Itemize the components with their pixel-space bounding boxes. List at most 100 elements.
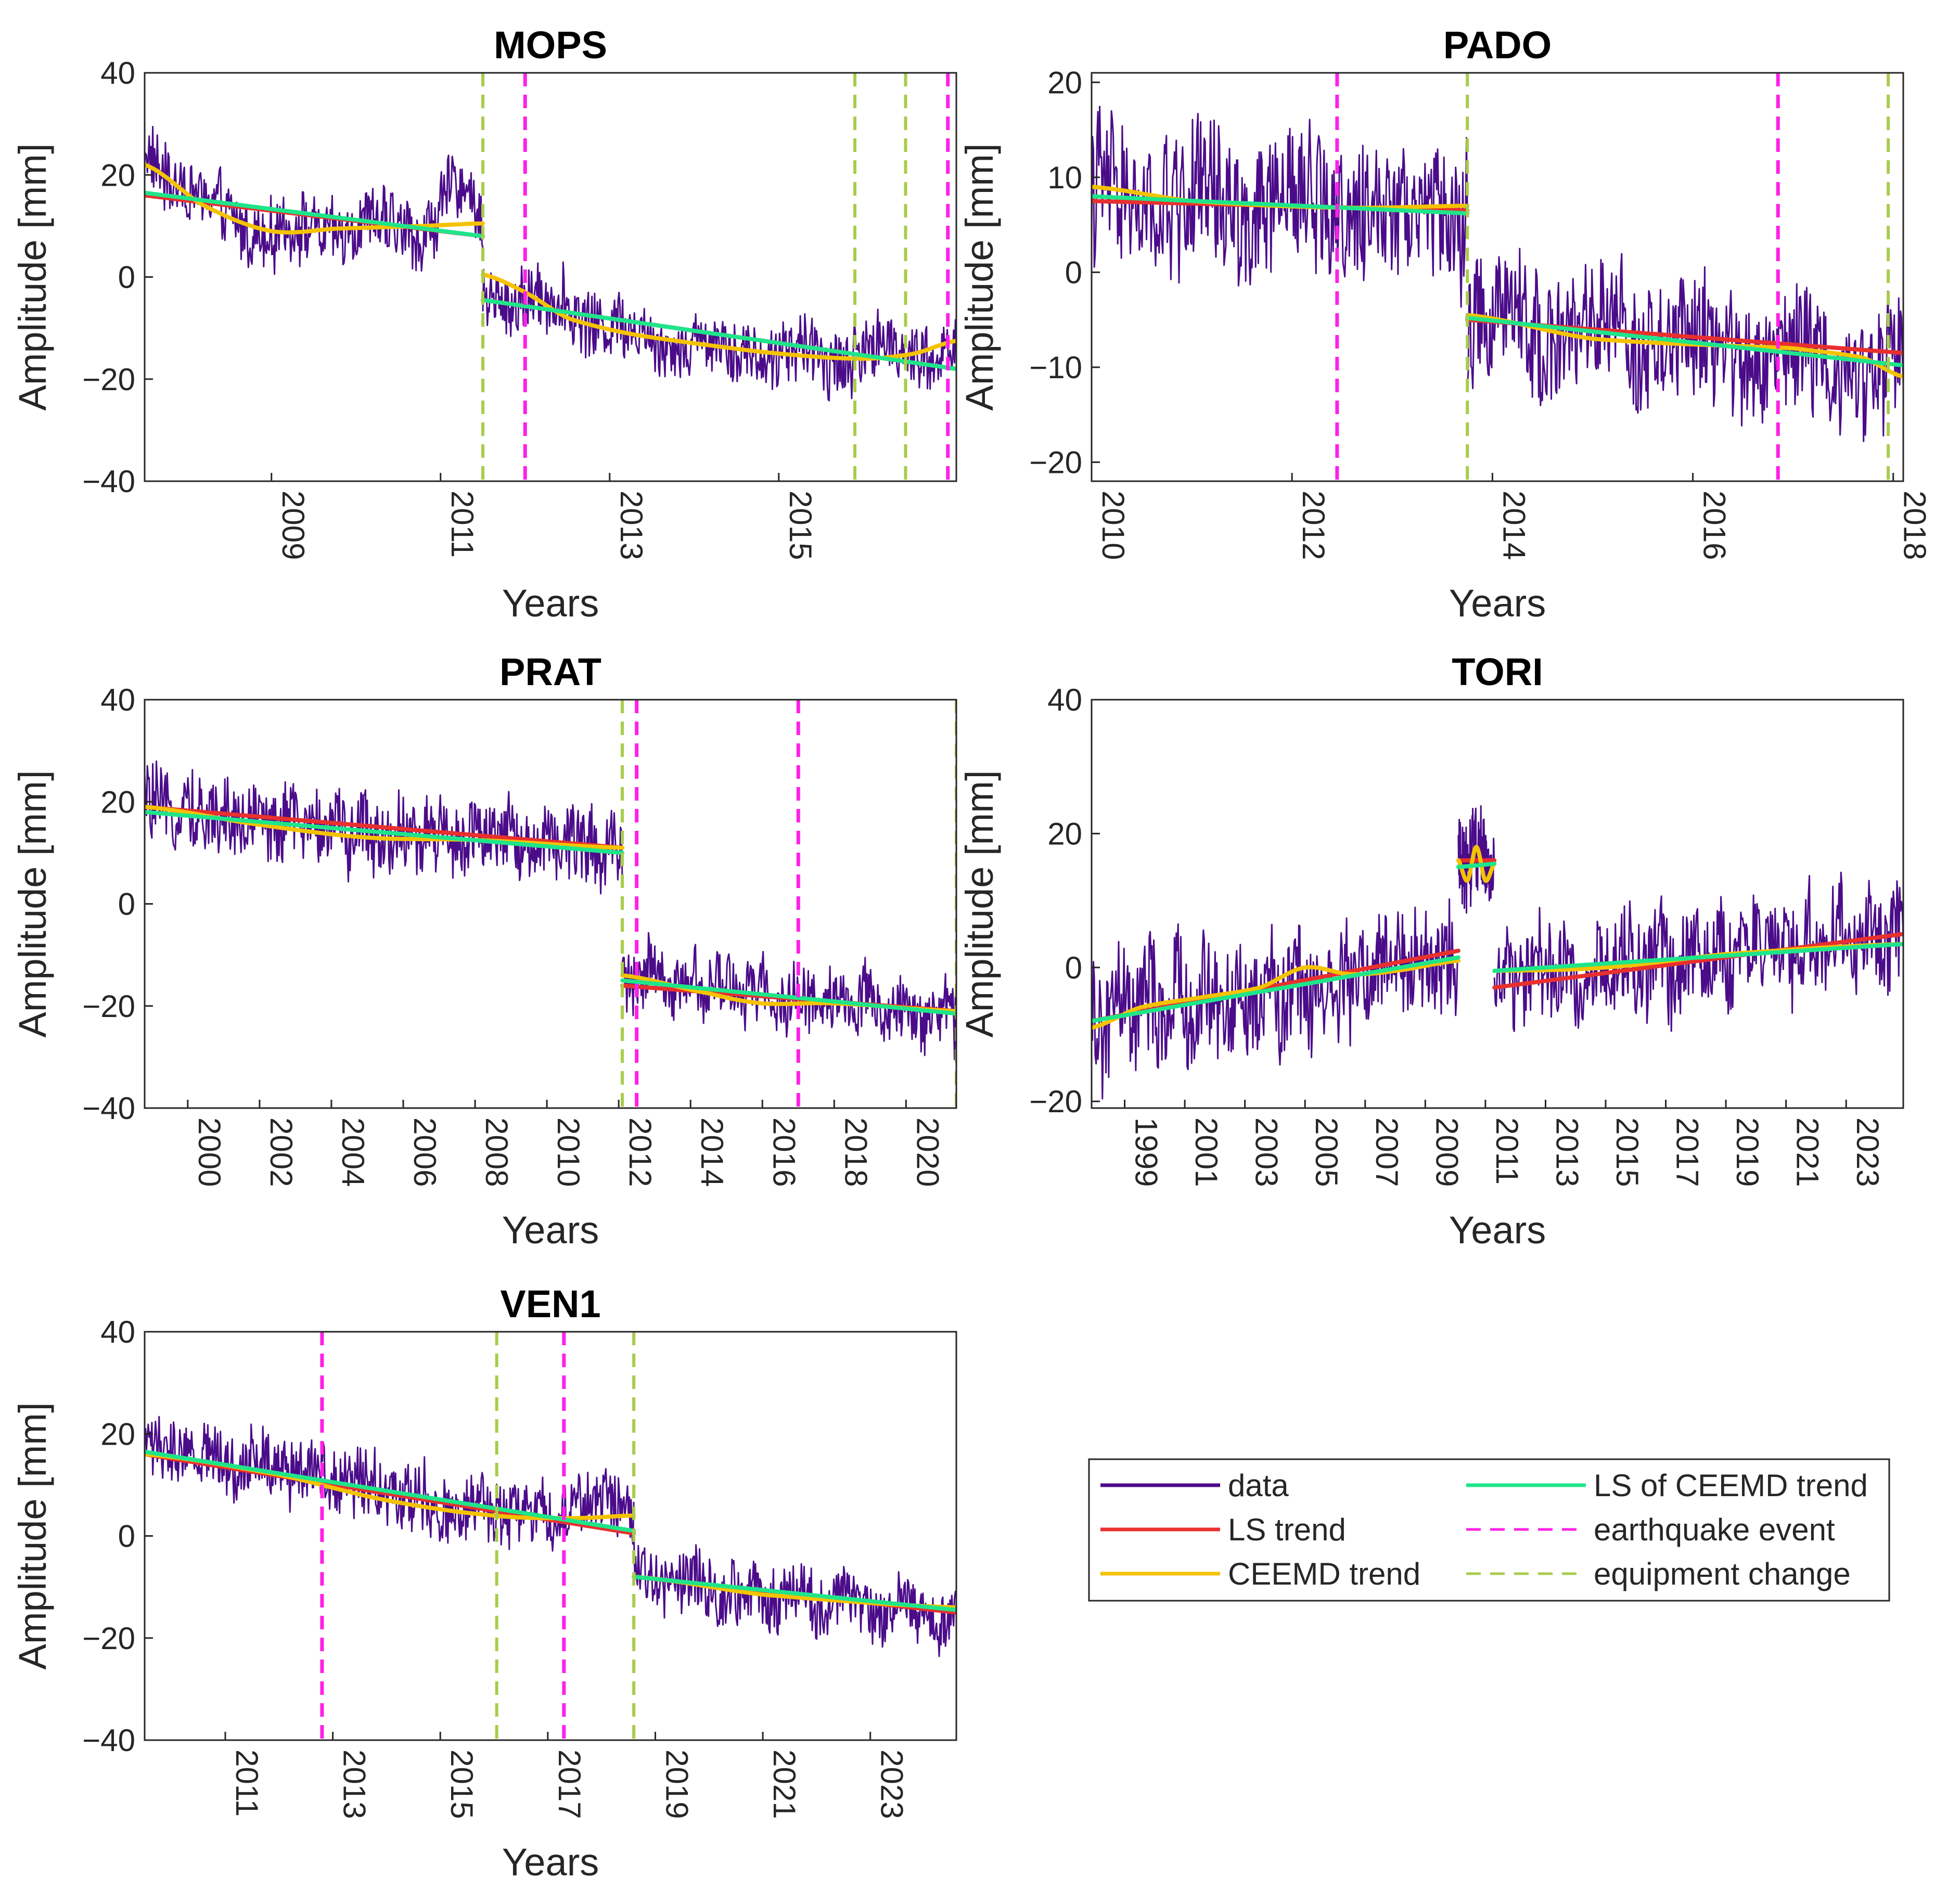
panel-mops: −40 −20 0 20 40 2009 2011 2013 2015 MOPS Years Ampl… (11, 23, 957, 625)
x-axis-label-ven1: Years (502, 1841, 599, 1884)
legend-label-earthquake: earthquake event (1594, 1512, 1835, 1547)
data-series-tori-seg1 (1457, 805, 1495, 914)
x-tick-label-tori: 2021 (1790, 1117, 1825, 1187)
y-tick-label-mops: 40 (100, 56, 135, 91)
ls-trend-tori-seg2 (1492, 932, 1903, 990)
data-series-prat-seg1 (621, 932, 956, 1060)
legend-label-data: data (1228, 1468, 1289, 1503)
ls-ceemd-trend-prat-seg0 (145, 809, 625, 855)
axes-box-prat (144, 699, 957, 1109)
x-tick-label-prat: 2010 (551, 1117, 586, 1187)
x-tick-label-prat: 2014 (695, 1117, 729, 1187)
y-axis-label-prat: Amplitude [mm] (11, 770, 54, 1037)
panel-title-prat: PRAT (499, 650, 601, 693)
x-axis-label-tori: Years (1449, 1208, 1546, 1252)
x-tick-label-prat: 2004 (336, 1117, 370, 1187)
panel-title-pado: PADO (1443, 23, 1552, 67)
x-tick-label-prat: 2016 (766, 1117, 801, 1187)
legend-label-equipment: equipment change (1594, 1556, 1851, 1591)
plot-area-mops (145, 73, 956, 481)
x-tick-label-mops: 2015 (783, 491, 818, 560)
y-tick-label-prat: 40 (100, 683, 135, 717)
y-tick-label-tori: 0 (1065, 950, 1082, 985)
plot-area-tori (1092, 805, 1903, 1100)
ls-ceemd-trend-mops-seg1 (481, 298, 956, 371)
y-tick-label-mops: −20 (82, 362, 135, 397)
y-tick-label-prat: −40 (82, 1091, 135, 1126)
x-tick-label-ven1: 2021 (767, 1749, 802, 1819)
axes-box-pado (1091, 72, 1904, 482)
ceemd-trend-tori-seg1 (1456, 844, 1497, 883)
panel-prat: −40 −20 0 20 40 2000 2002 2004 2006 2008 2010 2012 2… (11, 650, 957, 1252)
x-tick-label-mops: 2009 (276, 491, 311, 560)
x-tick-label-prat: 2018 (838, 1117, 873, 1187)
x-tick-label-pado: 2010 (1096, 491, 1131, 560)
legend-label-ceemd-trend: CEEMD trend (1228, 1556, 1420, 1591)
ls-ceemd-trend-pado-seg1 (1465, 316, 1903, 368)
x-tick-label-tori: 2015 (1610, 1117, 1645, 1187)
x-tick-label-tori: 2019 (1730, 1117, 1765, 1187)
x-tick-label-prat: 2020 (910, 1117, 945, 1187)
y-tick-label-pado: −20 (1029, 445, 1082, 480)
legend-label-ls-ceemd-trend: LS of CEEMD trend (1594, 1468, 1868, 1503)
data-series-ven1-seg0 (145, 1416, 635, 1552)
ls-ceemd-trend-ven1-seg0 (145, 1449, 636, 1533)
plot-area-pado (1092, 73, 1903, 481)
x-tick-label-pado: 2016 (1697, 491, 1732, 560)
x-tick-label-prat: 2008 (479, 1117, 514, 1187)
y-tick-label-ven1: 20 (100, 1417, 135, 1451)
x-tick-label-tori: 2009 (1429, 1117, 1464, 1187)
data-series-tori-seg2 (1493, 871, 1903, 1032)
x-tick-label-tori: 2011 (1490, 1117, 1524, 1185)
legend-box (1088, 1458, 1890, 1602)
y-tick-label-pado: 0 (1065, 255, 1082, 290)
x-tick-label-ven1: 2017 (552, 1749, 587, 1819)
ls-ceemd-trend-tori-seg1 (1456, 861, 1497, 869)
y-tick-label-ven1: −40 (82, 1723, 135, 1758)
axes-box-mops (144, 72, 957, 482)
y-tick-label-mops: 20 (100, 158, 135, 192)
y-tick-label-tori: −20 (1029, 1084, 1082, 1119)
panel-pado: −20 −10 0 10 20 2010 2012 2014 2016 2018 PADO Years… (958, 23, 1932, 625)
panel-title-mops: MOPS (494, 23, 607, 67)
ls-trend-prat-seg0 (145, 805, 625, 850)
x-tick-label-ven1: 2015 (444, 1749, 479, 1819)
x-tick-label-tori: 1999 (1129, 1117, 1164, 1187)
y-tick-label-pado: 20 (1047, 65, 1082, 100)
y-tick-label-prat: 20 (100, 784, 135, 819)
axes-box-tori (1091, 699, 1904, 1109)
ls-ceemd-trend-ven1-seg1 (632, 1575, 956, 1612)
plot-area-prat (145, 700, 956, 1108)
ceemd-trend-tori-seg0 (1092, 958, 1460, 1030)
panel-title-tori: TORI (1452, 650, 1543, 693)
ceemd-trend-pado-seg1 (1465, 313, 1903, 379)
x-tick-label-tori: 2013 (1549, 1117, 1584, 1187)
y-tick-label-prat: 0 (118, 887, 135, 922)
y-tick-label-ven1: 40 (100, 1315, 135, 1349)
subplot-panels: −40 −20 0 20 40 2009 2011 2013 2015 MOPS Years Ampl… (11, 23, 1932, 1884)
data-series-mops-seg1 (482, 261, 956, 402)
x-tick-label-tori: 2005 (1309, 1117, 1344, 1187)
ls-ceemd-trend-tori-seg0 (1092, 955, 1460, 1023)
x-tick-label-pado: 2012 (1296, 491, 1331, 560)
x-tick-label-tori: 2007 (1369, 1117, 1404, 1187)
x-tick-label-mops: 2013 (614, 491, 649, 560)
panel-ven1: −40 −20 0 20 40 2011 2013 2015 2017 2019 2021 2023 V… (11, 1282, 957, 1884)
x-tick-label-tori: 2003 (1249, 1117, 1284, 1187)
y-tick-label-mops: −40 (82, 464, 135, 499)
y-tick-label-pado: −10 (1029, 350, 1082, 385)
x-tick-label-pado: 2014 (1496, 491, 1531, 560)
ls-ceemd-trend-pado-seg0 (1092, 194, 1470, 216)
y-axis-label-ven1: Amplitude [mm] (11, 1402, 54, 1669)
x-tick-label-pado: 2018 (1898, 491, 1932, 560)
ls-ceemd-trend-mops-seg0 (145, 190, 485, 238)
y-tick-label-tori: 20 (1047, 816, 1082, 851)
panel-tori: −20 0 20 40 1999 2001 2003 2005 2007 2009 2011 2013… (958, 650, 1904, 1252)
y-tick-label-prat: −20 (82, 989, 135, 1024)
x-tick-label-prat: 2002 (264, 1117, 299, 1187)
ls-ceemd-trend-tori-seg2 (1492, 942, 1903, 973)
x-axis-label-prat: Years (502, 1208, 599, 1252)
y-tick-label-ven1: −20 (82, 1621, 135, 1656)
x-tick-label-ven1: 2013 (337, 1749, 372, 1819)
